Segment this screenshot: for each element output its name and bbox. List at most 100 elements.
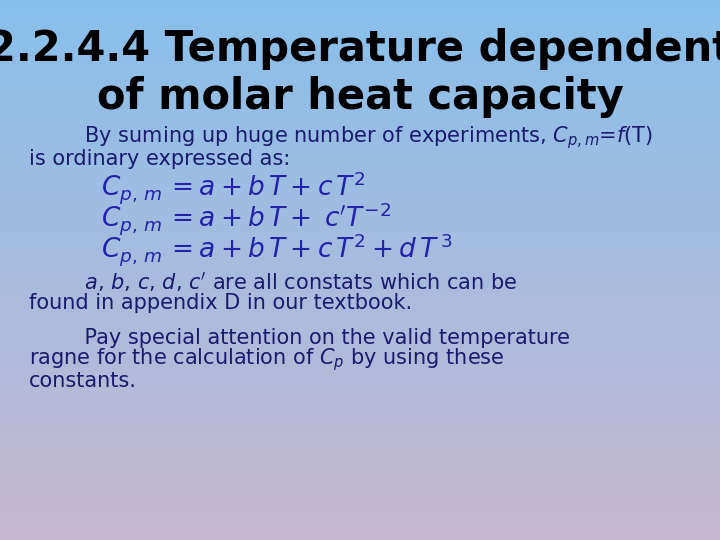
- Bar: [0, 120, 720, 123]
- Bar: [0, 315, 720, 317]
- Bar: [0, 369, 720, 371]
- Bar: [0, 275, 720, 277]
- Bar: [0, 139, 720, 140]
- Bar: [0, 282, 720, 285]
- Bar: [0, 155, 720, 157]
- Bar: [0, 128, 720, 130]
- Bar: [0, 299, 720, 301]
- Bar: [0, 475, 720, 477]
- Bar: [0, 160, 720, 162]
- Bar: [0, 34, 720, 36]
- Bar: [0, 221, 720, 223]
- Bar: [0, 423, 720, 425]
- Bar: [0, 312, 720, 313]
- Bar: [0, 360, 720, 362]
- Bar: [0, 54, 720, 56]
- Bar: [0, 49, 720, 50]
- Bar: [0, 374, 720, 376]
- Bar: [0, 47, 720, 49]
- Bar: [0, 214, 720, 216]
- Bar: [0, 320, 720, 322]
- Text: 2.2.4.4 Temperature dependent: 2.2.4.4 Temperature dependent: [0, 28, 720, 70]
- Bar: [0, 272, 720, 274]
- Bar: [0, 90, 720, 92]
- Bar: [0, 454, 720, 455]
- Bar: [0, 123, 720, 124]
- Text: By suming up huge number of experiments, $C_{p,m}$=$f$(T): By suming up huge number of experiments,…: [58, 124, 652, 151]
- Bar: [0, 106, 720, 108]
- Bar: [0, 236, 720, 238]
- Bar: [0, 140, 720, 142]
- Bar: [0, 36, 720, 38]
- Bar: [0, 441, 720, 443]
- Bar: [0, 378, 720, 380]
- Bar: [0, 414, 720, 416]
- Bar: [0, 29, 720, 31]
- Bar: [0, 182, 720, 184]
- Bar: [0, 340, 720, 342]
- Bar: [0, 459, 720, 461]
- Bar: [0, 515, 720, 517]
- Bar: [0, 520, 720, 522]
- Bar: [0, 389, 720, 390]
- Bar: [0, 185, 720, 187]
- Bar: [0, 119, 720, 120]
- Bar: [0, 428, 720, 430]
- Bar: [0, 243, 720, 245]
- Bar: [0, 417, 720, 420]
- Bar: [0, 342, 720, 344]
- Bar: [0, 263, 720, 265]
- Bar: [0, 25, 720, 27]
- Bar: [0, 108, 720, 110]
- Bar: [0, 396, 720, 398]
- Text: $C_{p,\, m}$$\,=a+b\,T+\;c'T^{-2}$: $C_{p,\, m}$$\,=a+b\,T+\;c'T^{-2}$: [101, 200, 391, 237]
- Bar: [0, 137, 720, 139]
- Bar: [0, 436, 720, 437]
- Bar: [0, 450, 720, 452]
- Bar: [0, 12, 720, 15]
- Bar: [0, 353, 720, 355]
- Bar: [0, 286, 720, 288]
- Bar: [0, 258, 720, 259]
- Bar: [0, 248, 720, 250]
- Bar: [0, 162, 720, 164]
- Bar: [0, 324, 720, 326]
- Bar: [0, 302, 720, 304]
- Bar: [0, 231, 720, 232]
- Bar: [0, 463, 720, 464]
- Bar: [0, 401, 720, 403]
- Bar: [0, 164, 720, 166]
- Bar: [0, 177, 720, 178]
- Bar: [0, 482, 720, 484]
- Bar: [0, 18, 720, 20]
- Bar: [0, 144, 720, 146]
- Bar: [0, 430, 720, 432]
- Bar: [0, 501, 720, 502]
- Bar: [0, 497, 720, 498]
- Bar: [0, 336, 720, 339]
- Bar: [0, 38, 720, 39]
- Bar: [0, 437, 720, 439]
- Bar: [0, 383, 720, 385]
- Bar: [0, 58, 720, 59]
- Bar: [0, 103, 720, 104]
- Bar: [0, 11, 720, 12]
- Bar: [0, 398, 720, 400]
- Bar: [0, 470, 720, 471]
- Bar: [0, 110, 720, 112]
- Bar: [0, 329, 720, 331]
- Bar: [0, 517, 720, 518]
- Bar: [0, 297, 720, 299]
- Bar: [0, 45, 720, 47]
- Bar: [0, 344, 720, 346]
- Bar: [0, 52, 720, 54]
- Bar: [0, 225, 720, 227]
- Bar: [0, 498, 720, 501]
- Bar: [0, 22, 720, 23]
- Bar: [0, 187, 720, 189]
- Bar: [0, 536, 720, 538]
- Bar: [0, 508, 720, 509]
- Bar: [0, 83, 720, 85]
- Bar: [0, 146, 720, 147]
- Bar: [0, 239, 720, 241]
